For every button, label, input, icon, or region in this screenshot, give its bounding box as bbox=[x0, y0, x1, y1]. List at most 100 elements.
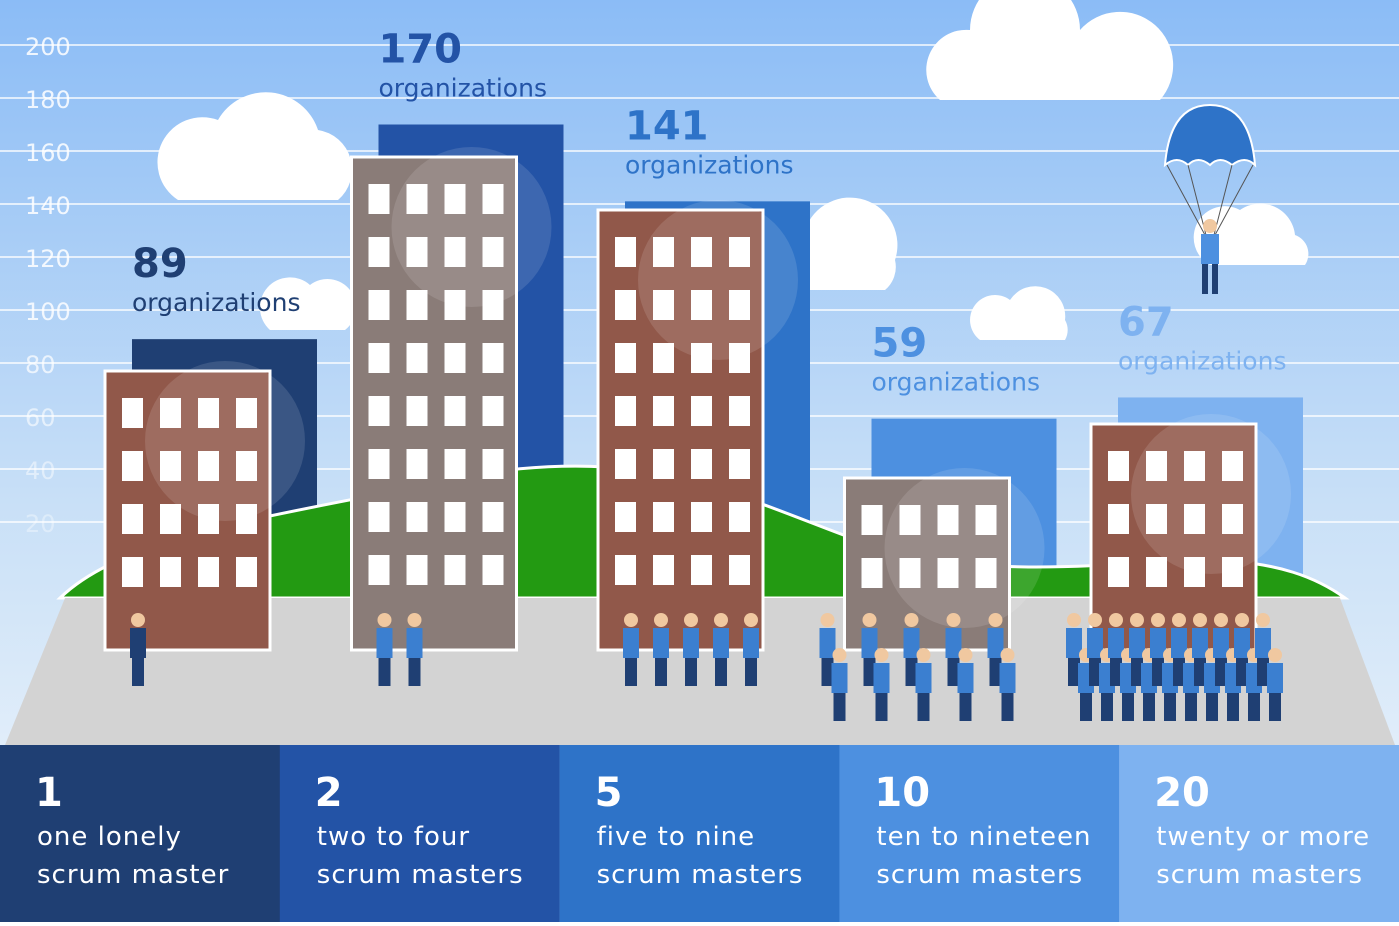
person-legs bbox=[1206, 693, 1218, 721]
window bbox=[483, 290, 504, 320]
window bbox=[122, 451, 143, 481]
window bbox=[653, 343, 674, 373]
window bbox=[483, 343, 504, 373]
person-head bbox=[684, 613, 698, 627]
window bbox=[653, 290, 674, 320]
person-head bbox=[1235, 613, 1249, 627]
window bbox=[653, 237, 674, 267]
window bbox=[900, 558, 921, 588]
category-description: scrum masters bbox=[597, 860, 804, 890]
person-legs bbox=[132, 658, 144, 686]
person-body bbox=[683, 628, 699, 658]
category-label: 1 bbox=[35, 770, 63, 816]
window bbox=[729, 343, 750, 373]
person-body bbox=[130, 628, 146, 658]
window bbox=[1184, 504, 1205, 534]
window bbox=[445, 343, 466, 373]
value-unit: organizations bbox=[132, 288, 300, 317]
window bbox=[445, 555, 466, 585]
window bbox=[691, 343, 712, 373]
window bbox=[1222, 557, 1243, 587]
person-head bbox=[1172, 613, 1186, 627]
window bbox=[976, 505, 997, 535]
y-tick-label: 100 bbox=[25, 298, 71, 326]
chart: 20406080100120140160180200 89organizatio… bbox=[0, 0, 1399, 922]
y-tick-label: 140 bbox=[25, 192, 71, 220]
person-head bbox=[1067, 613, 1081, 627]
window bbox=[198, 451, 219, 481]
window bbox=[122, 398, 143, 428]
person-legs bbox=[1227, 693, 1239, 721]
window bbox=[407, 396, 428, 426]
person-head bbox=[654, 613, 668, 627]
person-legs bbox=[745, 658, 757, 686]
person-body bbox=[958, 663, 974, 693]
window bbox=[1222, 451, 1243, 481]
window bbox=[407, 290, 428, 320]
person-legs bbox=[1248, 693, 1260, 721]
category-description: twenty or more bbox=[1156, 822, 1370, 852]
person-legs bbox=[1185, 693, 1197, 721]
window bbox=[236, 557, 257, 587]
window bbox=[729, 502, 750, 532]
window bbox=[407, 449, 428, 479]
person-head bbox=[1193, 613, 1207, 627]
window bbox=[369, 396, 390, 426]
window bbox=[938, 558, 959, 588]
window bbox=[615, 396, 636, 426]
person-legs bbox=[409, 658, 421, 686]
window bbox=[862, 505, 883, 535]
window bbox=[1146, 557, 1167, 587]
window bbox=[236, 398, 257, 428]
window bbox=[483, 184, 504, 214]
value-label: 89 bbox=[132, 241, 188, 287]
window bbox=[729, 396, 750, 426]
window bbox=[483, 555, 504, 585]
window bbox=[236, 504, 257, 534]
window bbox=[1146, 451, 1167, 481]
window bbox=[862, 558, 883, 588]
person-head bbox=[1109, 613, 1123, 627]
window bbox=[369, 290, 390, 320]
value-label: 170 bbox=[379, 27, 463, 73]
window bbox=[729, 237, 750, 267]
person-head bbox=[1130, 613, 1144, 627]
category-description: one lonely bbox=[37, 822, 182, 852]
window bbox=[122, 504, 143, 534]
category-description: five to nine bbox=[597, 822, 756, 852]
value-label: 141 bbox=[625, 103, 709, 149]
person-body bbox=[713, 628, 729, 658]
person-head bbox=[744, 613, 758, 627]
window bbox=[160, 451, 181, 481]
person-legs bbox=[918, 693, 930, 721]
person-head bbox=[1151, 613, 1165, 627]
person-legs bbox=[960, 693, 972, 721]
person-head bbox=[624, 613, 638, 627]
person-body bbox=[1267, 663, 1283, 693]
window bbox=[369, 343, 390, 373]
person-body bbox=[832, 663, 848, 693]
person-head bbox=[1001, 648, 1015, 662]
value-unit: organizations bbox=[379, 74, 547, 103]
window bbox=[445, 396, 466, 426]
category-label: 5 bbox=[595, 770, 623, 816]
window bbox=[653, 449, 674, 479]
window bbox=[160, 398, 181, 428]
value-unit: organizations bbox=[625, 150, 793, 179]
window bbox=[160, 504, 181, 534]
window bbox=[160, 557, 181, 587]
value-label: 59 bbox=[872, 321, 928, 367]
person-legs bbox=[1101, 693, 1113, 721]
person-head bbox=[875, 648, 889, 662]
category-description: scrum master bbox=[37, 860, 229, 890]
y-tick-label: 180 bbox=[25, 86, 71, 114]
window bbox=[198, 557, 219, 587]
person-head bbox=[863, 613, 877, 627]
category-label: 10 bbox=[874, 770, 930, 816]
person-body bbox=[653, 628, 669, 658]
person-body bbox=[623, 628, 639, 658]
person-legs bbox=[1002, 693, 1014, 721]
person-head bbox=[917, 648, 931, 662]
person-head bbox=[1268, 648, 1282, 662]
person-head bbox=[408, 613, 422, 627]
